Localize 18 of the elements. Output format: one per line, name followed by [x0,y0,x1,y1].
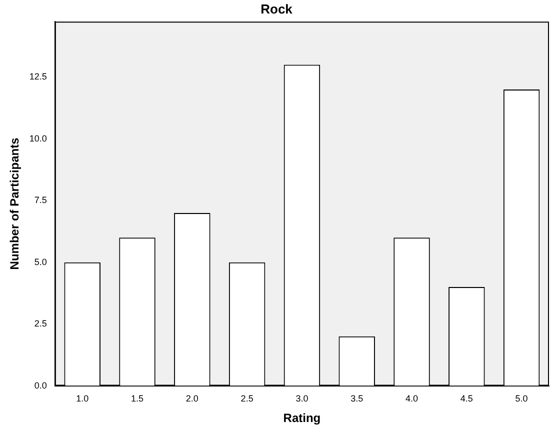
x-tick-label: 3.5 [350,394,364,404]
y-tick-label: 7.5 [34,195,47,206]
x-axis-title: Rating [283,411,321,426]
x-tick-label: 2.0 [186,394,198,404]
x-tick-label: 2.5 [240,394,254,404]
x-tick-label: 1.0 [76,394,89,404]
x-tick-label: 1.5 [131,394,144,404]
y-tick-label: 12.5 [29,72,47,82]
x-tick-label: 4.0 [405,394,418,404]
y-tick-label: 0.0 [34,380,47,390]
x-tick-label: 4.5 [460,394,473,404]
x-tick-label: 3.0 [296,394,308,404]
x-tick-label: 5.0 [515,394,528,404]
y-tick-label: 10.0 [29,133,47,144]
y-axis-title: Number of Participants [8,137,22,270]
y-tick-label: 5.0 [34,256,47,267]
chart-title: Rock [260,1,294,16]
y-tick-label: 2.5 [34,318,47,329]
